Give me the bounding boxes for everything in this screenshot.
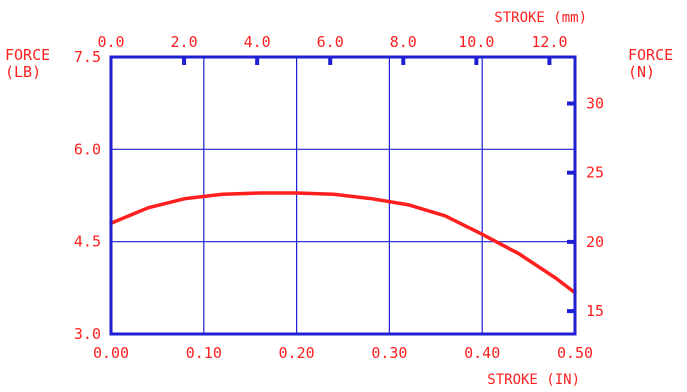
y-right-tick-label-3: 30 — [586, 94, 604, 112]
y-right-tick-label-1: 20 — [586, 233, 604, 251]
x-bottom-tick-label-3: 0.30 — [371, 344, 407, 362]
x-bottom-tick-label-1: 0.10 — [186, 344, 222, 362]
x-top-tick-label-5: 10.0 — [458, 33, 494, 51]
y-right-tick-label-0: 15 — [586, 302, 604, 320]
x-top-tick-label-1: 2.0 — [171, 33, 198, 51]
labels-layer: 0.00 0.10 0.20 0.30 0.40 0.50 0.0 2.0 4.0 6.0 8.0 1… — [74, 33, 604, 362]
y-left-tick-label-2: 6.0 — [74, 140, 101, 158]
x-bottom-axis-title: STROKE (IN) — [487, 372, 580, 388]
x-top-tick-label-2: 4.0 — [244, 33, 271, 51]
y-left-axis-title-line1: FORCE — [5, 46, 50, 64]
x-bottom-tick-label-0: 0.00 — [93, 344, 129, 362]
y-right-tick-label-2: 25 — [586, 164, 604, 182]
y-right-axis-title-line1: FORCE — [628, 46, 673, 64]
x-bottom-tick-label-5: 0.50 — [557, 344, 593, 362]
x-top-tick-label-4: 8.0 — [390, 33, 417, 51]
y-left-axis-title-line2: (LB) — [5, 63, 41, 81]
y-left-tick-label-0: 3.0 — [74, 325, 101, 343]
y-right-axis-title-line2: (N) — [628, 63, 655, 81]
force-curve — [109, 191, 577, 295]
x-top-axis-title: STROKE (mm) — [494, 10, 587, 26]
x-top-tick-label-0: 0.0 — [97, 33, 124, 51]
x-bottom-tick-label-2: 0.20 — [279, 344, 315, 362]
x-top-tick-label-3: 6.0 — [317, 33, 344, 51]
y-left-tick-label-1: 4.5 — [74, 233, 101, 251]
x-top-tick-label-6: 12.0 — [531, 33, 567, 51]
plot-frame — [109, 55, 577, 336]
x-bottom-tick-label-4: 0.40 — [464, 344, 500, 362]
ticks-layer — [182, 57, 575, 314]
y-left-tick-label-3: 7.5 — [74, 48, 101, 66]
